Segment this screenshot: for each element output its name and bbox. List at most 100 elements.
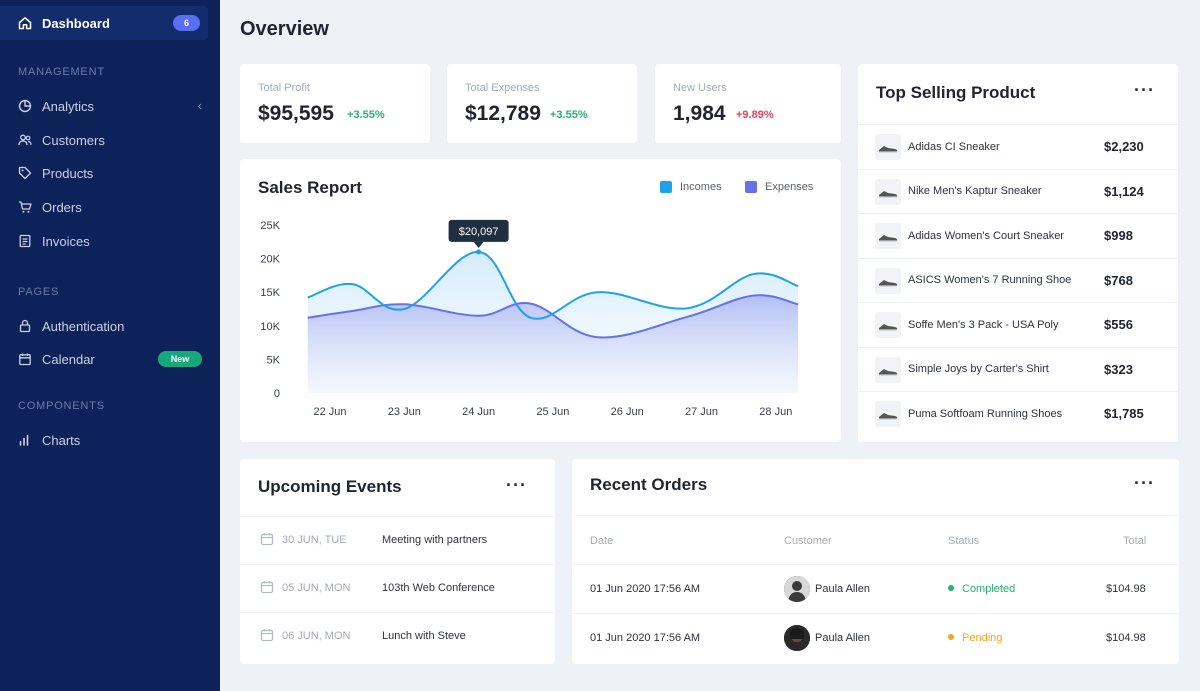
x-tick-label: 27 Jun: [685, 406, 718, 418]
product-row[interactable]: Adidas Women's Court Sneaker $998: [858, 213, 1178, 257]
column-header-status[interactable]: Status: [948, 535, 980, 547]
column-header-total[interactable]: Total: [1123, 535, 1147, 547]
more-options-icon[interactable]: ···: [1134, 473, 1155, 493]
customer-name: Paula Allen: [815, 632, 871, 644]
order-date: 01 Jun 2020 17:56 AM: [590, 632, 701, 644]
column-header-date[interactable]: Date: [590, 535, 614, 547]
x-tick-label: 28 Jun: [759, 406, 792, 418]
product-price: $323: [1104, 361, 1133, 377]
product-price: $2,230: [1104, 139, 1144, 154]
product-row[interactable]: Adidas CI Sneaker $2,230: [858, 124, 1178, 168]
stat-label: New Users: [673, 82, 727, 94]
sidebar-item-customers[interactable]: Customers: [18, 128, 202, 152]
sidebar-item-products[interactable]: Products: [18, 161, 202, 185]
users-icon: [18, 134, 32, 146]
stat-card-total-profit: Total Profit $95,595 +3.55%: [240, 64, 430, 143]
product-row[interactable]: Simple Joys by Carter's Shirt $323: [858, 346, 1178, 391]
sidebar-item-invoices[interactable]: Invoices: [18, 229, 202, 253]
stat-value: $95,595: [258, 102, 334, 125]
x-tick-label: 26 Jun: [611, 406, 644, 418]
sidebar-item-analytics[interactable]: Analytics ‹: [18, 94, 202, 118]
event-item[interactable]: 30 JUN, TUE Meeting with partners: [240, 516, 555, 564]
product-thumbnail: [875, 178, 901, 205]
calendar-icon: [260, 581, 274, 594]
stat-label: Total Expenses: [465, 82, 540, 94]
more-options-icon[interactable]: ···: [506, 475, 527, 495]
product-name: ASICS Women's 7 Running Shoe: [908, 274, 1072, 286]
x-tick-label: 24 Jun: [462, 406, 495, 418]
card-title: Sales Report: [258, 178, 362, 197]
product-price: $1,124: [1104, 183, 1144, 199]
card-title: Upcoming Events: [258, 477, 402, 496]
sidebar-item-orders[interactable]: Orders: [18, 195, 202, 219]
sidebar-item-label: Dashboard: [42, 15, 110, 31]
order-total: $104.98: [1106, 632, 1146, 644]
sidebar-item-label: Analytics: [42, 98, 95, 114]
series-line-incomes: [307, 250, 799, 320]
status-dot: [948, 634, 954, 641]
product-name: Simple Joys by Carter's Shirt: [908, 363, 1049, 375]
notification-badge: 6: [173, 15, 200, 31]
order-date: 01 Jun 2020 17:56 AM: [590, 583, 701, 595]
product-thumbnail: [875, 223, 901, 249]
sidebar-section-pages: PAGES: [18, 286, 60, 298]
series-line-expenses: [307, 294, 799, 339]
sidebar-item-label: Orders: [42, 199, 82, 215]
product-thumbnail: [875, 356, 901, 383]
product-row[interactable]: Soffe Men's 3 Pack - USA Poly $556: [858, 302, 1178, 346]
stat-card-total-expenses: Total Expenses $12,789 +3.55%: [447, 64, 637, 143]
sales-area-chart[interactable]: 0 5K 10K 15K 20K 25K 22 Jun 23 Jun 24 Jun 25 Jun…: [240, 159, 841, 442]
stat-card-new-users: New Users 1,984 +9.89%: [655, 64, 841, 143]
top-selling-card: Top Selling Product ··· Adidas CI Sneake…: [858, 64, 1178, 442]
product-price: $768: [1104, 272, 1133, 288]
stat-change: +9.89%: [736, 109, 774, 121]
card-title: Recent Orders: [590, 475, 708, 494]
event-item[interactable]: 06 JUN, MON Lunch with Steve: [240, 612, 555, 660]
legend-item-incomes[interactable]: Incomes: [660, 181, 722, 193]
product-thumbnail: [875, 312, 901, 338]
product-price: $998: [1104, 228, 1133, 243]
home-icon: [18, 17, 32, 30]
column-header-customer[interactable]: Customer: [784, 535, 832, 547]
divider: [572, 515, 1179, 516]
y-tick-label: 5K: [267, 354, 281, 366]
calendar-icon: [260, 629, 274, 642]
product-name: Puma Softfoam Running Shoes: [908, 407, 1063, 420]
stat-change: +3.55%: [550, 109, 588, 121]
stat-change: +3.55%: [347, 109, 385, 121]
product-price: $1,785: [1104, 406, 1144, 421]
table-row[interactable]: 01 Jun 2020 17:56 AM Paula Allen Complet…: [572, 564, 1179, 613]
legend-label: Incomes: [680, 181, 722, 193]
product-row[interactable]: Puma Softfoam Running Shoes $1,785: [858, 391, 1178, 435]
order-total: $104.98: [1106, 583, 1146, 595]
legend-swatch: [745, 181, 757, 193]
customer-name: Paula Allen: [815, 583, 871, 595]
upcoming-events-card: Upcoming Events ··· 30 JUN, TUE Meeting …: [240, 459, 555, 664]
sidebar-item-authentication[interactable]: Authentication: [18, 314, 202, 338]
product-row[interactable]: ASICS Women's 7 Running Shoe $768: [858, 257, 1178, 302]
sidebar-item-charts[interactable]: Charts: [18, 428, 202, 452]
more-options-icon[interactable]: ···: [1134, 80, 1155, 100]
event-date: 30 JUN, TUE: [282, 534, 347, 546]
sidebar: Dashboard 6 MANAGEMENT Analytics ‹ Custo…: [0, 0, 220, 691]
series-area-incomes: [307, 251, 799, 393]
page-title: Overview: [240, 18, 329, 40]
status-dot: [948, 585, 954, 592]
bar-chart-icon: [19, 434, 29, 446]
y-tick-label: 25K: [260, 220, 280, 232]
sidebar-item-dashboard[interactable]: Dashboard 6: [0, 6, 208, 40]
product-row[interactable]: Nike Men's Kaptur Sneaker $1,124: [858, 168, 1178, 213]
event-item[interactable]: 05 JUN, MON 103th Web Conference: [240, 564, 555, 612]
event-title: Meeting with partners: [382, 534, 488, 546]
sidebar-section-management: MANAGEMENT: [18, 66, 105, 78]
y-tick-label: 20K: [260, 254, 280, 266]
event-date: 05 JUN, MON: [282, 582, 351, 594]
table-row[interactable]: 01 Jun 2020 17:56 AM Paula Allen Pending…: [572, 613, 1179, 662]
sidebar-item-calendar[interactable]: Calendar New: [18, 347, 202, 371]
legend-item-expenses[interactable]: Expenses: [745, 181, 813, 193]
legend-label: Expenses: [765, 181, 814, 193]
calendar-icon: [260, 533, 274, 546]
analytics-icon: [18, 99, 32, 113]
sidebar-item-label: Customers: [42, 132, 105, 148]
stat-value: 1,984: [673, 102, 726, 125]
